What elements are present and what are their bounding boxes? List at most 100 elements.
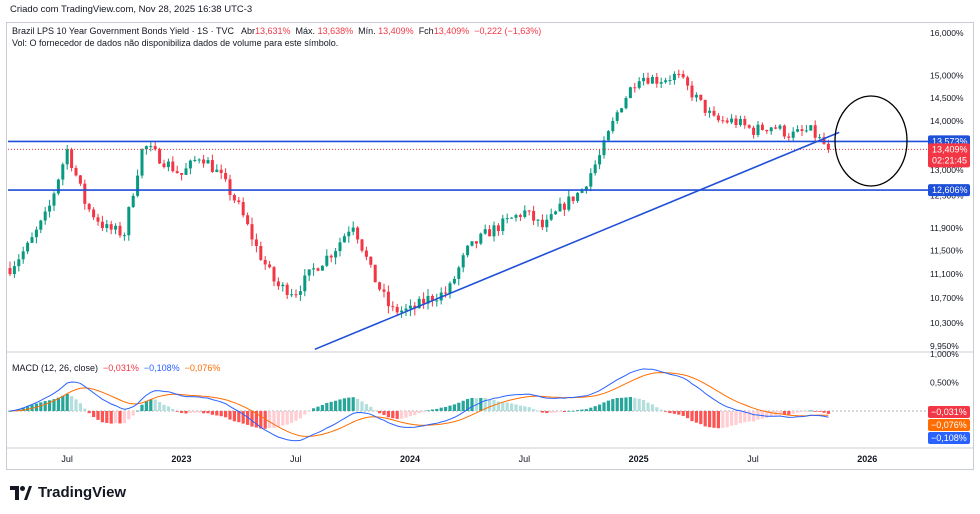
macd-hist-bar: [413, 411, 417, 416]
macd-hist-bar: [699, 411, 703, 425]
macd-hist-bar: [659, 409, 663, 411]
macd-hist-bar: [369, 406, 373, 411]
macd-hist-bar: [483, 398, 487, 411]
candles: [8, 69, 830, 318]
macd-hist-bar: [193, 411, 197, 413]
macd-hist-bar: [518, 405, 522, 411]
candle-up: [510, 217, 514, 219]
macd-hist-bar: [782, 411, 786, 415]
candle-up: [39, 220, 43, 230]
macd-hist-bar: [496, 401, 500, 411]
macd-hist-bar: [87, 411, 91, 414]
candle-up: [43, 211, 47, 221]
macd-hist-bar: [188, 411, 192, 414]
close-label: Fch: [418, 26, 434, 36]
candle-up: [290, 294, 294, 296]
macd-legend: MACD (12, 26, close) −0,031% −0,108% −0,…: [12, 363, 220, 373]
macd-hist-bar: [752, 411, 756, 422]
candle-down: [734, 118, 738, 125]
candle-up: [435, 300, 439, 302]
candle-up: [131, 195, 135, 208]
macd-hist-bar: [197, 411, 201, 413]
candle-down: [527, 210, 531, 212]
y-tick-label: 16,000%: [930, 28, 964, 38]
macd-hist-bar: [747, 411, 751, 422]
candle-up: [492, 225, 496, 237]
macd-hist-bar: [175, 411, 179, 412]
candle-down: [241, 202, 245, 216]
macd-hist-bar: [140, 404, 144, 411]
candle-down: [826, 143, 830, 150]
candle-down: [386, 291, 390, 307]
macd-hist-bar: [149, 399, 153, 411]
macd-hist-bar: [61, 395, 65, 411]
candle-down: [364, 250, 368, 257]
candle-down: [237, 200, 241, 203]
macd-hist-bar: [488, 399, 492, 411]
macd-hist-bar: [769, 411, 773, 417]
macd-hist-bar: [219, 411, 223, 417]
macd-hist-bar: [562, 411, 566, 413]
macd-hist-bar: [17, 409, 21, 411]
candle-up: [351, 227, 355, 232]
candle-up: [545, 219, 549, 228]
level-price-label: 13,573%: [932, 136, 968, 146]
macd-hist-bar: [127, 411, 131, 420]
macd-hist-bar: [628, 396, 632, 411]
candle-up: [30, 237, 34, 243]
macd-hist-bar: [241, 411, 245, 424]
candle-down: [254, 239, 258, 247]
candle-up: [61, 164, 65, 180]
macd-hist-bar: [114, 411, 118, 424]
macd-hist-bar: [448, 405, 452, 411]
candle-down: [646, 77, 650, 84]
macd-hist-bar: [826, 411, 830, 414]
candle-up: [580, 189, 584, 193]
candle-down: [699, 94, 703, 100]
candle-down: [496, 225, 500, 232]
candle-up: [122, 235, 126, 237]
macd-hist-bar: [686, 411, 690, 419]
candle-down: [250, 224, 254, 240]
macd-hist-bar: [224, 411, 228, 418]
macd-hist-bar: [105, 411, 109, 423]
macd-hist-bar: [351, 397, 355, 411]
candle-down: [760, 124, 764, 130]
tradingview-logo[interactable]: TradingView: [10, 484, 126, 501]
macd-hist-bar: [787, 411, 791, 415]
candle-down: [395, 306, 399, 313]
macd-value-label: −0,076%: [931, 420, 967, 430]
x-tick-label: 2024: [400, 454, 420, 464]
countdown-label: 02:21:45: [932, 155, 967, 165]
macd-hist-bar: [320, 404, 324, 411]
candle-down: [210, 160, 214, 173]
volume-note: Vol: O fornecedor de dados não disponibi…: [12, 38, 339, 48]
candle-up: [615, 112, 619, 121]
candle-down: [224, 172, 228, 180]
macd-hist-bar: [646, 402, 650, 411]
candle-up: [307, 269, 311, 276]
candle-down: [162, 163, 166, 168]
macd-hist-bar: [26, 406, 30, 411]
macd-hist-bar: [325, 402, 329, 411]
macd-hist-bar: [131, 411, 135, 416]
candle-up: [809, 125, 813, 131]
macd-hist-bar: [470, 397, 474, 411]
candle-up: [149, 146, 153, 148]
candle-down: [92, 209, 96, 218]
y-tick-label: 15,000%: [930, 71, 964, 81]
macd-hist-bar: [294, 411, 298, 421]
candle-up: [479, 233, 483, 244]
macd-hist-bar: [611, 399, 615, 411]
candle-up: [483, 229, 487, 234]
last-price-tag: [928, 143, 970, 168]
candle-down: [158, 149, 162, 164]
macd-hist-bar: [285, 411, 289, 425]
x-tick-label: 2025: [629, 454, 649, 464]
macd-hist-bar: [721, 411, 725, 428]
candle-up: [470, 241, 474, 246]
candle-down: [356, 227, 360, 240]
macd-hist-bar: [65, 393, 69, 411]
macd-hist-bar: [39, 402, 43, 411]
